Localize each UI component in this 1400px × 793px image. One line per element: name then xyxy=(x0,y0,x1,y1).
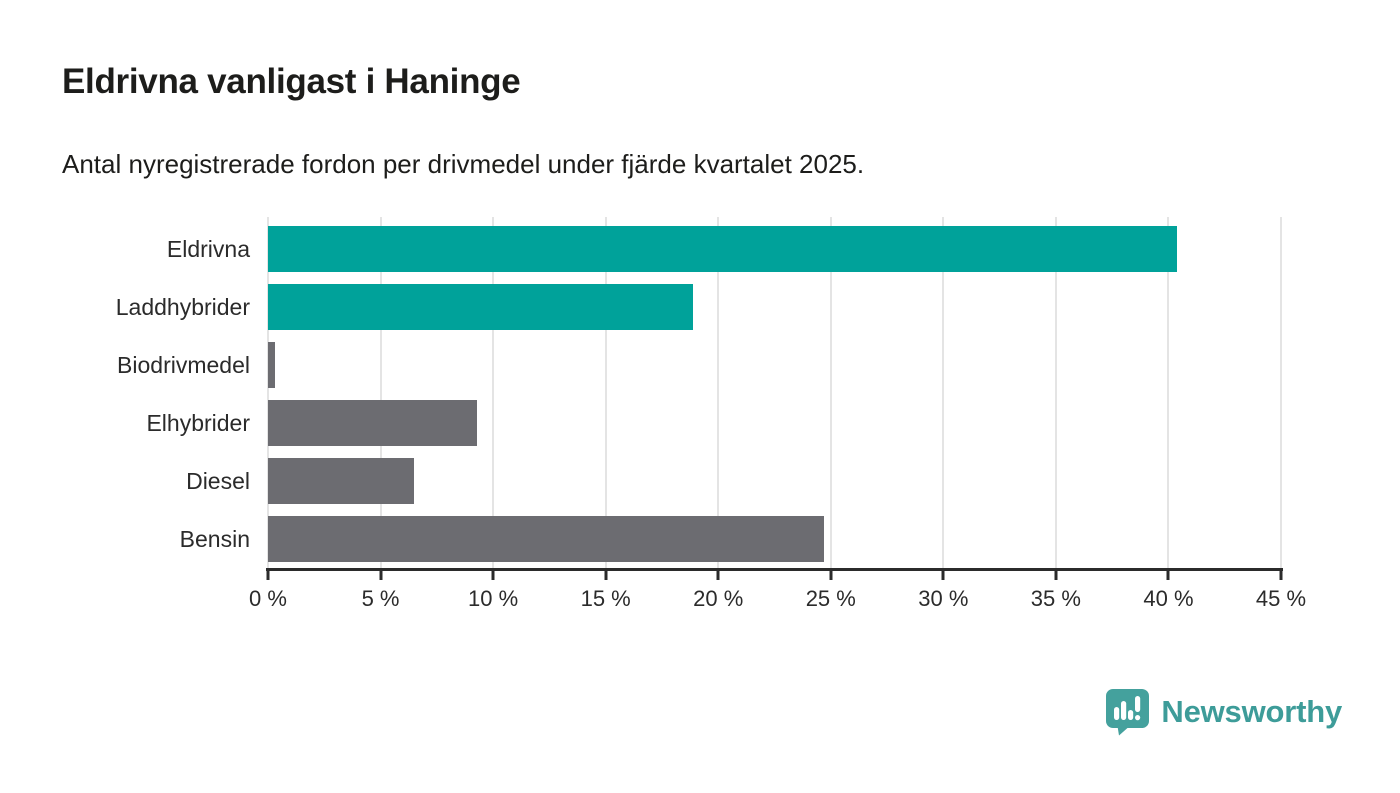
bar-elhybrider xyxy=(268,399,478,446)
gridline-40 xyxy=(1167,217,1170,569)
bar-laddhybrider xyxy=(268,283,694,330)
category-label-bensin: Bensin xyxy=(179,525,250,552)
gridline-25 xyxy=(829,217,832,569)
x-axis-tick-label: 35 % xyxy=(1030,586,1081,611)
x-axis-tick xyxy=(379,571,383,580)
gridline-35 xyxy=(1054,217,1057,569)
x-axis-tick-label: 15 % xyxy=(580,586,631,611)
chart-title: Eldrivna vanligast i Haninge xyxy=(62,62,521,101)
bar-eldrivna xyxy=(268,226,1178,272)
newsworthy-logo: Newsworthy xyxy=(1105,688,1342,736)
x-axis-tick xyxy=(604,571,608,580)
bar-chart-plot-area xyxy=(267,217,1282,569)
gridline-20 xyxy=(717,217,720,569)
gridline-45 xyxy=(1280,217,1282,569)
category-label-diesel: Diesel xyxy=(186,467,250,494)
bar-bensin xyxy=(268,515,825,562)
x-axis-tick xyxy=(491,571,495,580)
x-axis-tick xyxy=(716,571,720,580)
x-axis-tick-label: 40 % xyxy=(1143,586,1194,611)
category-label-eldrivna: Eldrivna xyxy=(166,236,250,262)
bar-diesel xyxy=(268,457,415,504)
x-axis-tick-label: 30 % xyxy=(918,586,969,611)
newsworthy-logo-icon xyxy=(1106,689,1150,736)
category-label-laddhybrider: Laddhybrider xyxy=(115,293,250,320)
category-label-elhybrider: Elhybrider xyxy=(146,409,250,436)
newsworthy-logo-text: Newsworthy xyxy=(1161,694,1342,729)
x-axis-tick-label: 25 % xyxy=(805,586,856,611)
x-axis-tick-label: 0 % xyxy=(249,586,287,611)
chart-subtitle: Antal nyregistrerade fordon per drivmede… xyxy=(62,149,865,179)
x-axis-tick xyxy=(266,571,270,580)
category-label-biodrivmedel: Biodrivmedel xyxy=(117,351,250,378)
x-axis-tick xyxy=(941,571,945,580)
x-axis-tick-label: 10 % xyxy=(468,586,519,611)
gridline-10 xyxy=(492,217,495,569)
x-axis-tick-label: 45 % xyxy=(1255,586,1307,611)
gridline-0 xyxy=(267,217,269,569)
gridline-15 xyxy=(604,217,607,569)
x-axis-tick xyxy=(1166,571,1170,580)
x-axis-tick-label: 20 % xyxy=(693,586,744,611)
x-axis-tick xyxy=(1054,571,1058,580)
x-axis-line xyxy=(266,568,1283,571)
bar-biodrivmedel xyxy=(268,341,275,388)
gridline-5 xyxy=(379,217,382,569)
x-axis-tick-label: 5 % xyxy=(361,586,400,611)
gridline-30 xyxy=(942,217,945,569)
x-axis-tick xyxy=(829,571,833,580)
x-axis-tick xyxy=(1279,571,1283,580)
